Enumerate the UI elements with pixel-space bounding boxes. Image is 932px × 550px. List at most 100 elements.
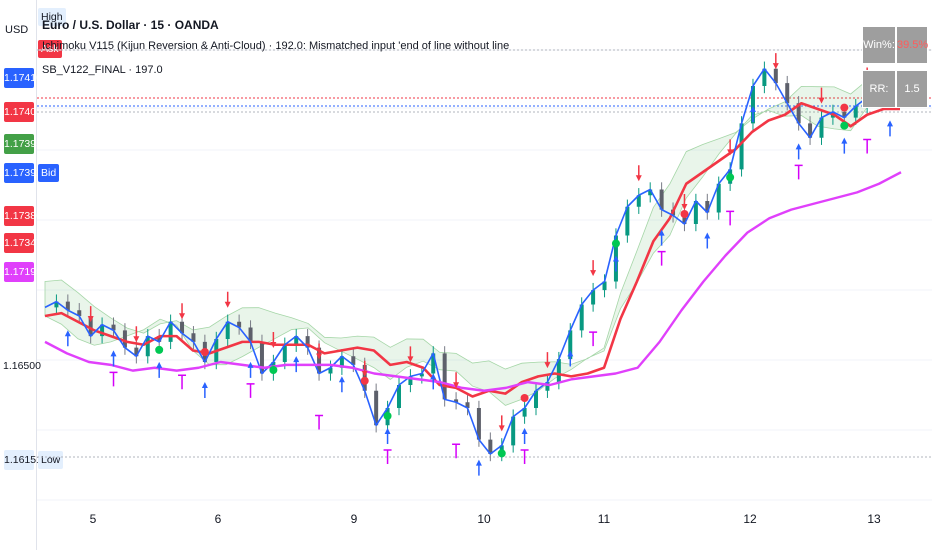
candle-body: [705, 201, 710, 213]
candle-body: [693, 201, 698, 224]
candle-body: [237, 321, 242, 328]
candle-body: [476, 408, 481, 440]
candle-body: [465, 402, 470, 408]
sell-arrow-head: [544, 362, 551, 369]
sell-arrow-head: [270, 342, 277, 348]
ichimoku-cloud: [44, 74, 901, 406]
exit-dot: [200, 348, 209, 356]
ask-tag: Ask: [38, 40, 62, 58]
candle-body: [111, 324, 116, 331]
tenkan-line: [44, 67, 890, 455]
x-tick-12: 12: [743, 512, 757, 526]
candle-body: [328, 367, 333, 374]
exit-dot: [520, 394, 529, 402]
candle-body: [88, 316, 93, 337]
winrate-value: 39.5%: [896, 26, 928, 64]
candle-body: [568, 330, 573, 360]
price-axis: USD 1.17410 1.17403 1.17395 1.17392 1.17…: [0, 0, 42, 550]
rr-value: 1.5: [896, 70, 928, 108]
candle-body: [431, 353, 436, 374]
price-label-sma: 1.17195: [4, 262, 42, 282]
rr-label: RR:: [862, 70, 896, 108]
sell-arrow-head: [316, 353, 323, 360]
sell-arrow-head: [818, 97, 825, 104]
buy-arrow-head: [64, 330, 71, 337]
candle-body: [842, 111, 847, 118]
buy-arrow-head: [521, 428, 528, 434]
candle-body: [396, 385, 401, 408]
candle-body: [317, 347, 322, 374]
sell-arrow-head: [590, 270, 597, 277]
candle-body: [545, 382, 550, 391]
buy-arrow-head: [749, 106, 756, 112]
sell-arrow-head: [133, 336, 140, 343]
candle-body: [511, 416, 516, 446]
candle-body: [419, 373, 424, 377]
x-tick-11: 11: [597, 512, 611, 526]
sell-arrow-head: [224, 301, 231, 308]
indicator-ichimoku-label: Ichimoku V115 (Kijun Reversion & Anti-Cl…: [42, 40, 512, 52]
candle-body: [534, 390, 539, 408]
bid-tag: Bid: [38, 164, 60, 182]
candle-body: [408, 376, 413, 385]
kijun-line: [44, 101, 900, 398]
candle-body: [305, 336, 310, 348]
candle-body: [248, 327, 253, 342]
exit-dot: [360, 376, 369, 385]
candle-body: [785, 83, 790, 104]
candle-body: [157, 336, 162, 342]
entry-dot: [155, 345, 164, 354]
candle-body: [716, 183, 721, 213]
sell-arrow-head: [681, 204, 688, 210]
candle-body: [259, 341, 264, 374]
buy-arrow-head: [338, 376, 345, 383]
buy-arrow-head: [704, 232, 711, 239]
sell-arrow-head: [498, 425, 505, 432]
candle-body: [54, 301, 59, 308]
x-tick-13: 13: [867, 512, 881, 526]
entry-dot: [383, 412, 392, 420]
sell-arrow-head: [635, 175, 642, 182]
candle-body: [556, 359, 561, 383]
winrate-label: Win%:: [862, 26, 896, 64]
candle-body: [351, 356, 356, 365]
entry-dot: [726, 173, 735, 182]
sell-arrow-head: [179, 313, 186, 320]
sma-line: [44, 171, 902, 392]
candle-body: [442, 353, 447, 400]
candle-body: [739, 123, 744, 170]
exit-dot: [680, 210, 689, 218]
candle-body: [808, 123, 813, 138]
buy-arrow-head: [612, 255, 619, 262]
candle-body: [134, 347, 139, 357]
candle-body: [294, 336, 299, 345]
candle-body: [454, 399, 459, 403]
exit-dot: [840, 103, 849, 112]
buy-arrow-head: [110, 350, 117, 357]
candle-body: [339, 356, 344, 368]
price-label-red-2: 1.17380: [4, 206, 42, 226]
entry-dot: [497, 449, 506, 458]
buy-arrow-head: [795, 143, 802, 150]
buy-arrow-head: [841, 137, 848, 144]
currency-label: USD: [5, 24, 29, 36]
candle-body: [682, 215, 687, 224]
axis-price-mid: 1.16500: [3, 360, 41, 372]
candle-body: [659, 189, 664, 210]
candle-body: [796, 103, 801, 124]
candle-body: [522, 408, 527, 417]
x-tick-6: 6: [214, 512, 222, 526]
price-label-red-3: 1.17347: [4, 233, 42, 253]
buy-arrow-head: [247, 361, 254, 368]
candle-body: [762, 68, 767, 86]
candle-body: [488, 439, 493, 454]
sell-arrow-head: [407, 356, 414, 363]
buy-arrow-head: [567, 350, 574, 357]
candle-body: [191, 333, 196, 342]
sell-arrow-head: [87, 316, 94, 323]
price-chart[interactable]: [37, 0, 932, 550]
candle-body: [579, 304, 584, 331]
candle-body: [180, 321, 185, 334]
candle-body: [282, 344, 287, 362]
entry-dot: [611, 239, 620, 248]
